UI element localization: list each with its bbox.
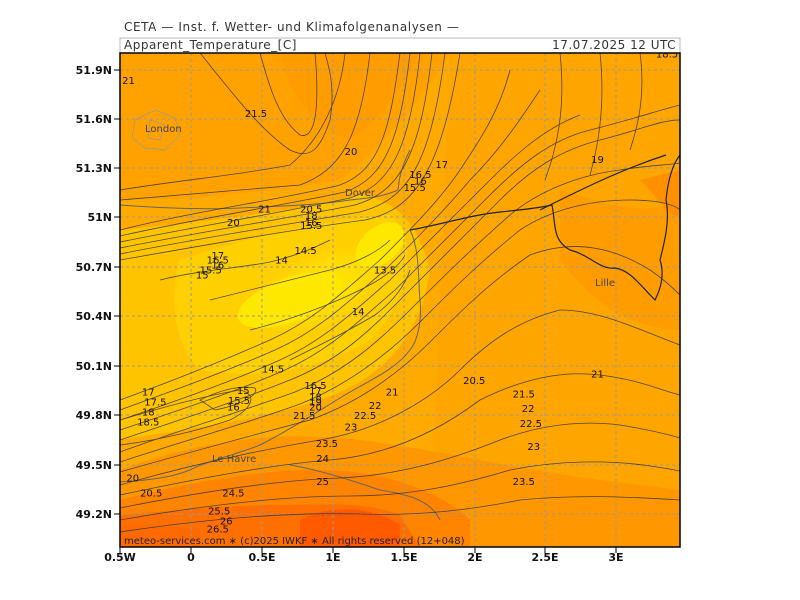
contour-label: 21 <box>122 76 135 87</box>
lon-label: 2E <box>467 551 482 564</box>
lat-label: 49.5N <box>76 459 112 472</box>
contour-label: 23.5 <box>513 477 535 488</box>
lon-label: 0.5E <box>248 551 275 564</box>
lon-label: 0 <box>187 551 195 564</box>
lat-label: 51N <box>87 211 112 224</box>
contour-label: 17 <box>142 388 155 399</box>
contour-label: 22.5 <box>520 419 542 430</box>
contour-label: 23 <box>527 442 540 453</box>
contour-label: 19 <box>309 398 322 409</box>
contour-label: 16 <box>414 177 427 188</box>
contour-label: 21 <box>258 205 271 216</box>
border-fr-be <box>409 154 680 302</box>
contour-label: 23 <box>345 422 358 433</box>
contour-label: 20 <box>309 403 322 414</box>
contour-label: 22.5 <box>354 411 376 422</box>
lat-label: 49.2N <box>76 508 112 521</box>
map-frame <box>119 52 681 548</box>
lat-label: 51.6N <box>76 113 112 126</box>
copyright-credit: meteo-services.com ∗ (c)2025 IWKF ∗ All … <box>124 536 465 547</box>
longitude-labels: 0.5W 0 0.5E 1E 1.5E 2E 2.5E 3E <box>104 551 623 564</box>
lat-label: 51.3N <box>76 162 112 175</box>
contour-label: 18 <box>305 211 318 222</box>
contour-label: 15.5 <box>404 183 426 194</box>
contour-label: 23.5 <box>316 439 338 450</box>
contour-label: 15.5 <box>228 396 250 407</box>
city-dover: Dover <box>345 188 376 199</box>
contour-label: 22 <box>369 401 382 412</box>
contour-label: 20.5 <box>300 205 322 216</box>
contour-label: 21 <box>386 388 399 399</box>
london-districts <box>131 109 181 151</box>
contour-label: 15 <box>196 271 209 282</box>
contour-label: 21.5 <box>293 411 315 422</box>
parameter-label: Apparent_Temperature_[C] <box>124 38 297 52</box>
contour-label: 16 <box>227 403 240 414</box>
contour-label: 18 <box>309 393 322 404</box>
contour-label: 25.5 <box>208 507 230 518</box>
lon-label: 3E <box>608 551 623 564</box>
contour-label: 16 <box>305 218 318 229</box>
contour-label: 22 <box>522 404 535 415</box>
lon-label: 0.5W <box>104 551 136 564</box>
city-le-havre: Le Havre <box>212 454 256 465</box>
contour-label: 15 <box>237 386 250 397</box>
contour-labels: 2121.5201716.51615.51918.5212020.5181615… <box>122 50 678 536</box>
contour-label: 20.5 <box>463 376 485 387</box>
city-london: London <box>145 124 182 135</box>
contour-label: 16.5 <box>409 170 431 181</box>
contour-label: 16.5 <box>304 381 326 392</box>
border-be-nl <box>539 154 667 211</box>
valid-time-label: 17.07.2025 12 UTC <box>552 38 676 52</box>
contour-label: 19 <box>591 155 604 166</box>
lat-label: 50.7N <box>76 261 112 274</box>
contour-label: 25 <box>316 477 329 488</box>
header-frame <box>119 37 681 54</box>
contour-label: 17 <box>211 251 224 262</box>
contour-label: 14.5 <box>262 365 284 376</box>
city-lille: Lille <box>595 278 615 289</box>
latitude-labels: 51.9N 51.6N 51.3N 51N 50.7N 50.4N 50.1N … <box>76 64 112 521</box>
contour-label: 17.5 <box>144 398 166 409</box>
contour-label: 21 <box>591 370 604 381</box>
contour-label: 18.5 <box>137 417 159 428</box>
lon-label: 1.5E <box>390 551 417 564</box>
contour-label: 24 <box>316 454 329 465</box>
isotherms <box>120 53 680 533</box>
lat-label: 51.9N <box>76 64 112 77</box>
contour-label: 17 <box>309 386 322 397</box>
contour-label: 18.5 <box>656 50 678 61</box>
city-labels: London Dover Lille Le Havre <box>145 124 615 465</box>
field-layer <box>120 53 680 547</box>
contour-label: 20 <box>345 147 358 158</box>
contour-label: 16 <box>211 261 224 272</box>
contour-label: 20 <box>227 218 240 229</box>
contour-label: 21.5 <box>513 389 535 400</box>
contour-label: 26.5 <box>207 525 229 536</box>
contour-label: 15.5 <box>300 221 322 232</box>
contour-label: 14 <box>275 256 288 267</box>
lon-label: 2.5E <box>531 551 558 564</box>
contour-label: 24.5 <box>222 488 244 499</box>
contour-label: 16.5 <box>207 256 229 267</box>
contour-label: 14 <box>352 307 365 318</box>
axis-ticks <box>114 69 617 553</box>
lat-label: 50.1N <box>76 360 112 373</box>
contour-label: 21.5 <box>245 109 267 120</box>
contour-label: 17 <box>435 160 448 171</box>
lat-label: 49.8N <box>76 409 112 422</box>
contour-label: 20.5 <box>140 488 162 499</box>
lon-label: 1E <box>325 551 340 564</box>
contour-label: 18 <box>142 408 155 419</box>
contour-label: 14.5 <box>294 246 316 257</box>
lat-label: 50.4N <box>76 310 112 323</box>
contour-label: 20 <box>126 474 139 485</box>
contour-label: 15.5 <box>200 266 222 277</box>
provider-title: CETA — Inst. f. Wetter- und Klimafolgena… <box>124 20 460 34</box>
contour-label: 13.5 <box>374 266 396 277</box>
contour-label: 26 <box>220 516 233 527</box>
